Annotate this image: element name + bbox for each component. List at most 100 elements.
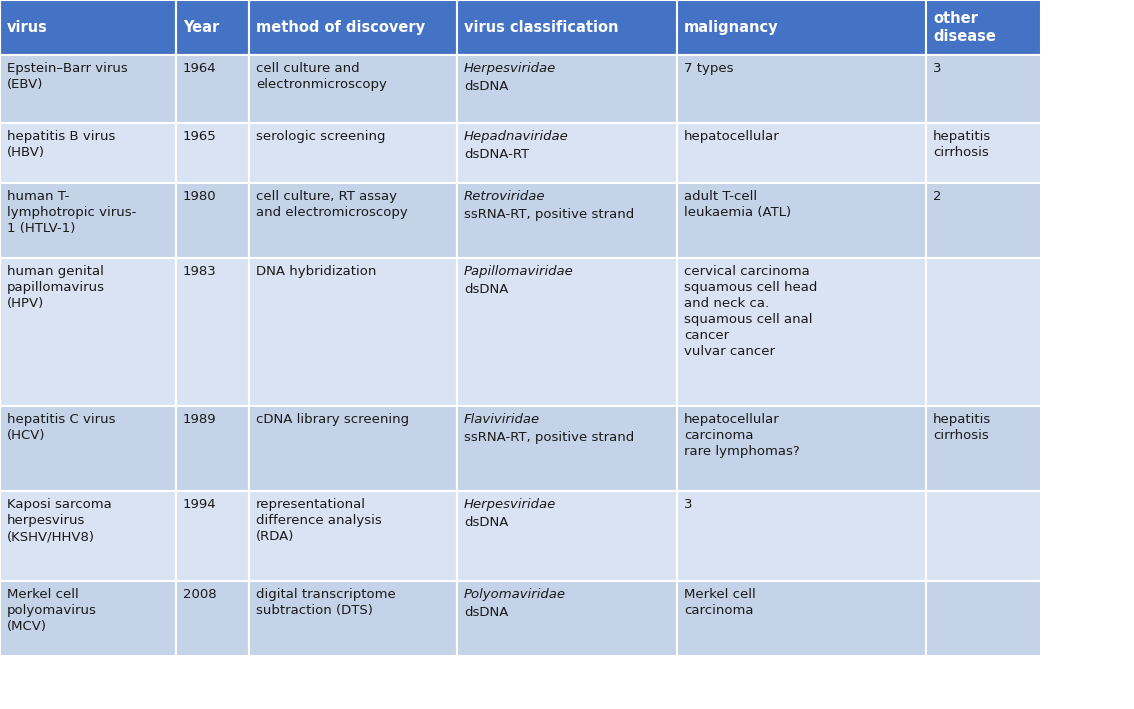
Bar bbox=[176, 183, 249, 258]
Bar bbox=[457, 258, 677, 406]
Bar bbox=[926, 0, 1041, 55]
Text: cDNA library screening: cDNA library screening bbox=[256, 413, 409, 426]
Bar bbox=[0, 123, 176, 183]
Text: Flaviviridae: Flaviviridae bbox=[464, 413, 540, 426]
Text: dsDNA: dsDNA bbox=[464, 284, 508, 296]
Text: adult T-cell
leukaemia (ATL): adult T-cell leukaemia (ATL) bbox=[684, 190, 792, 219]
Bar bbox=[677, 183, 926, 258]
Text: hepatitis C virus
(HCV): hepatitis C virus (HCV) bbox=[7, 413, 116, 442]
Bar bbox=[249, 123, 457, 183]
Text: dsDNA-RT: dsDNA-RT bbox=[464, 148, 530, 162]
Bar bbox=[457, 0, 677, 55]
Text: Merkel cell
polyomavirus
(MCV): Merkel cell polyomavirus (MCV) bbox=[7, 588, 96, 633]
Text: cell culture, RT assay
and electromicroscopy: cell culture, RT assay and electromicros… bbox=[256, 190, 408, 219]
Text: Epstein–Barr virus
(EBV): Epstein–Barr virus (EBV) bbox=[7, 62, 128, 91]
Text: 3: 3 bbox=[933, 62, 941, 75]
Text: Retroviridae: Retroviridae bbox=[464, 190, 545, 203]
Text: other
disease: other disease bbox=[933, 11, 996, 44]
Bar bbox=[176, 258, 249, 406]
Text: hepatocellular: hepatocellular bbox=[684, 130, 780, 143]
Bar bbox=[677, 55, 926, 123]
Bar bbox=[0, 581, 176, 656]
Text: digital transcriptome
subtraction (DTS): digital transcriptome subtraction (DTS) bbox=[256, 588, 396, 617]
Text: Herpesviridae: Herpesviridae bbox=[464, 62, 557, 75]
Bar bbox=[176, 406, 249, 491]
Bar bbox=[457, 581, 677, 656]
Bar bbox=[249, 183, 457, 258]
Bar bbox=[249, 55, 457, 123]
Bar bbox=[926, 581, 1041, 656]
Text: 1994: 1994 bbox=[183, 498, 217, 511]
Text: dsDNA: dsDNA bbox=[464, 81, 508, 94]
Text: ssRNA-RT, positive strand: ssRNA-RT, positive strand bbox=[464, 208, 634, 221]
Bar bbox=[249, 491, 457, 581]
Text: dsDNA: dsDNA bbox=[464, 606, 508, 620]
Bar bbox=[0, 55, 176, 123]
Text: Polyomaviridae: Polyomaviridae bbox=[464, 588, 566, 601]
Bar bbox=[249, 581, 457, 656]
Bar bbox=[0, 258, 176, 406]
Text: Hepadnaviridae: Hepadnaviridae bbox=[464, 130, 569, 143]
Bar bbox=[677, 123, 926, 183]
Bar bbox=[677, 406, 926, 491]
Bar bbox=[0, 0, 176, 55]
Bar bbox=[0, 491, 176, 581]
Bar bbox=[176, 123, 249, 183]
Bar bbox=[249, 406, 457, 491]
Bar bbox=[926, 123, 1041, 183]
Text: hepatitis
cirrhosis: hepatitis cirrhosis bbox=[933, 413, 991, 442]
Text: 1965: 1965 bbox=[183, 130, 217, 143]
Text: hepatitis
cirrhosis: hepatitis cirrhosis bbox=[933, 130, 991, 159]
Text: Merkel cell
carcinoma: Merkel cell carcinoma bbox=[684, 588, 755, 617]
Text: 2: 2 bbox=[933, 190, 941, 203]
Bar bbox=[457, 123, 677, 183]
Bar bbox=[176, 0, 249, 55]
Text: method of discovery: method of discovery bbox=[256, 20, 425, 35]
Bar bbox=[176, 491, 249, 581]
Text: 1983: 1983 bbox=[183, 265, 217, 278]
Text: 7 types: 7 types bbox=[684, 62, 734, 75]
Text: 1980: 1980 bbox=[183, 190, 217, 203]
Text: cervical carcinoma
squamous cell head
and neck ca.
squamous cell anal
cancer
vul: cervical carcinoma squamous cell head an… bbox=[684, 265, 818, 358]
Bar bbox=[176, 55, 249, 123]
Text: serologic screening: serologic screening bbox=[256, 130, 386, 143]
Text: Papillomaviridae: Papillomaviridae bbox=[464, 265, 574, 278]
Bar bbox=[249, 258, 457, 406]
Text: 1964: 1964 bbox=[183, 62, 217, 75]
Text: virus classification: virus classification bbox=[464, 20, 618, 35]
Text: Year: Year bbox=[183, 20, 219, 35]
Text: hepatocellular
carcinoma
rare lymphomas?: hepatocellular carcinoma rare lymphomas? bbox=[684, 413, 799, 458]
Bar bbox=[677, 0, 926, 55]
Text: virus: virus bbox=[7, 20, 48, 35]
Text: human genital
papillomavirus
(HPV): human genital papillomavirus (HPV) bbox=[7, 265, 105, 310]
Bar bbox=[926, 258, 1041, 406]
Text: 3: 3 bbox=[684, 498, 693, 511]
Bar bbox=[926, 491, 1041, 581]
Bar bbox=[677, 581, 926, 656]
Bar bbox=[457, 55, 677, 123]
Bar bbox=[457, 491, 677, 581]
Text: DNA hybridization: DNA hybridization bbox=[256, 265, 376, 278]
Bar bbox=[926, 55, 1041, 123]
Text: hepatitis B virus
(HBV): hepatitis B virus (HBV) bbox=[7, 130, 116, 159]
Text: 1989: 1989 bbox=[183, 413, 217, 426]
Text: 2008: 2008 bbox=[183, 588, 217, 601]
Bar bbox=[926, 406, 1041, 491]
Text: ssRNA-RT, positive strand: ssRNA-RT, positive strand bbox=[464, 432, 634, 445]
Text: Kaposi sarcoma
herpesvirus
(KSHV/HHV8): Kaposi sarcoma herpesvirus (KSHV/HHV8) bbox=[7, 498, 112, 543]
Text: Herpesviridae: Herpesviridae bbox=[464, 498, 557, 511]
Text: cell culture and
electronmicroscopy: cell culture and electronmicroscopy bbox=[256, 62, 387, 91]
Text: dsDNA: dsDNA bbox=[464, 516, 508, 530]
Bar bbox=[0, 406, 176, 491]
Bar bbox=[677, 258, 926, 406]
Text: malignancy: malignancy bbox=[684, 20, 779, 35]
Text: human T-
lymphotropic virus-
1 (HTLV-1): human T- lymphotropic virus- 1 (HTLV-1) bbox=[7, 190, 136, 235]
Bar bbox=[457, 183, 677, 258]
Bar bbox=[0, 183, 176, 258]
Bar bbox=[457, 406, 677, 491]
Bar bbox=[677, 491, 926, 581]
Text: representational
difference analysis
(RDA): representational difference analysis (RD… bbox=[256, 498, 382, 543]
Bar bbox=[176, 581, 249, 656]
Bar bbox=[926, 183, 1041, 258]
Bar bbox=[249, 0, 457, 55]
